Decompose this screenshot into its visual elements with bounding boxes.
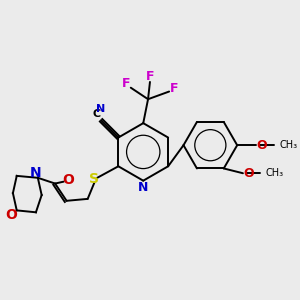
Text: C: C: [92, 109, 100, 118]
Text: F: F: [146, 70, 154, 83]
Text: O: O: [5, 208, 17, 222]
Text: N: N: [30, 166, 42, 180]
Text: CH₃: CH₃: [266, 168, 284, 178]
Text: CH₃: CH₃: [279, 140, 298, 150]
Text: F: F: [170, 82, 178, 95]
Text: S: S: [89, 172, 99, 186]
Text: O: O: [243, 167, 254, 180]
Text: O: O: [257, 139, 267, 152]
Text: F: F: [122, 77, 130, 90]
Text: N: N: [95, 104, 105, 114]
Text: O: O: [63, 173, 74, 187]
Text: N: N: [138, 181, 148, 194]
